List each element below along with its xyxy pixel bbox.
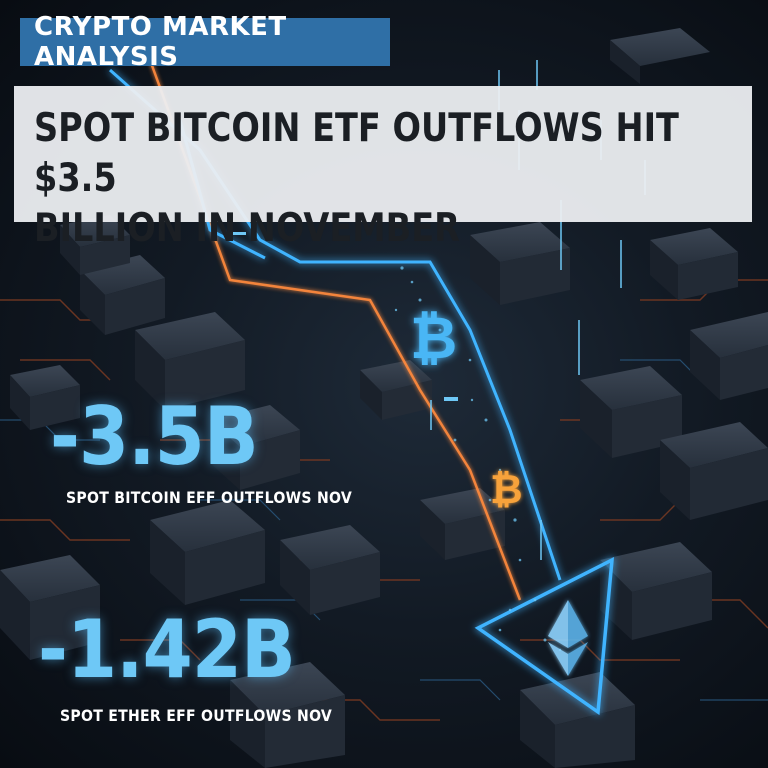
bitcoin-outflow-label: SPOT BITCOIN EFF OUTFLOWS NOV — [66, 488, 353, 507]
bitcoin-outflow-value: -3.5B — [50, 390, 259, 483]
category-tag: CRYPTO MARKET ANALYSIS — [20, 12, 390, 72]
bitcoin-icon: ₿ — [410, 304, 457, 372]
ether-outflow-label: SPOT ETHER EFF OUTFLOWS NOV — [60, 706, 333, 725]
dash-marks — [232, 232, 458, 401]
ether-outflow-value: -1.42B — [38, 603, 296, 696]
svg-text:₿: ₿ — [490, 467, 523, 513]
ethereum-icon — [548, 600, 588, 676]
headline-title: SPOT BITCOIN ETF OUTFLOWS HIT $3.5 BILLI… — [34, 104, 739, 254]
headline-line-1: SPOT BITCOIN ETF OUTFLOWS HIT $3.5 — [34, 106, 679, 201]
svg-text:₿: ₿ — [410, 304, 457, 372]
bitcoin-icon: ₿ — [490, 467, 523, 513]
headline-banner: SPOT BITCOIN ETF OUTFLOWS HIT $3.5 BILLI… — [14, 86, 752, 251]
orange-trend-line — [148, 59, 522, 601]
headline-line-2: BILLION IN NOVEMBER — [34, 206, 460, 251]
